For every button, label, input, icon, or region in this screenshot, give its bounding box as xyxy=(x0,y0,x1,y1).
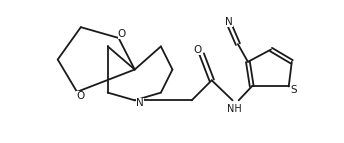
Text: O: O xyxy=(193,45,201,55)
Text: N: N xyxy=(225,17,233,27)
Text: O: O xyxy=(76,91,84,101)
Text: O: O xyxy=(118,29,126,39)
Text: S: S xyxy=(291,85,298,95)
Text: N: N xyxy=(136,98,144,108)
Text: NH: NH xyxy=(227,104,241,114)
